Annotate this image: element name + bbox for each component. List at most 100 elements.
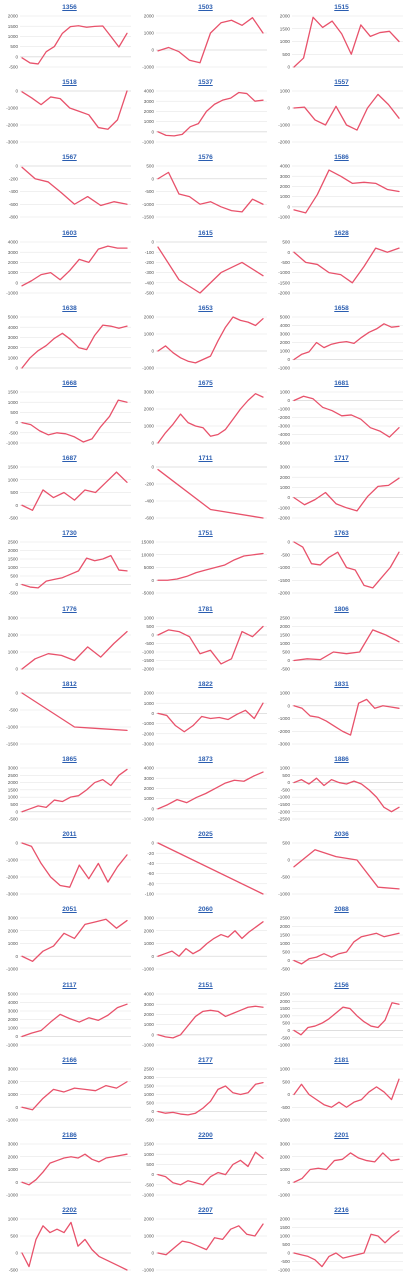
chart-title-link[interactable]: 2207 (198, 1207, 213, 1215)
chart-title-link[interactable]: 1806 (334, 605, 349, 613)
series-line (157, 316, 264, 364)
chart-1831: 1831 1000 0 -1000 -2000 -3000 (274, 680, 407, 751)
chart-title-link[interactable]: 2011 (62, 831, 77, 839)
chart-title-link[interactable]: 2200 (198, 1132, 213, 1139)
chart-title-link[interactable]: 1711 (198, 455, 213, 463)
y-tick-label: -200 (9, 177, 19, 182)
y-tick-label: 1500 (144, 1083, 155, 1088)
y-tick-label: -500 (145, 189, 155, 194)
chart-title-link[interactable]: 1586 (334, 154, 349, 162)
chart-title-link[interactable]: 1557 (334, 79, 349, 87)
y-tick-label: 0 (151, 954, 154, 959)
y-tick-label: 1000 (280, 348, 291, 353)
y-tick-label: -1000 (6, 1117, 18, 1122)
chart-title-link[interactable]: 1356 (62, 4, 77, 11)
chart-title-link[interactable]: 1763 (334, 530, 349, 538)
y-tick-label: 2000 (280, 1217, 291, 1222)
chart-title-link[interactable]: 1615 (198, 229, 213, 237)
chart-title-link[interactable]: 1822 (198, 680, 213, 688)
y-tick-label: 1000 (280, 641, 291, 646)
chart-title-link[interactable]: 2177 (198, 1056, 213, 1064)
series-line (293, 169, 400, 214)
y-tick-label: 1000 (8, 649, 19, 654)
chart-title-link[interactable]: 2060 (198, 906, 213, 914)
chart-title-link[interactable]: 1687 (62, 455, 77, 463)
chart-title-link[interactable]: 1776 (62, 605, 77, 613)
y-tick-label: 0 (15, 954, 18, 959)
chart-title-link[interactable]: 1518 (62, 79, 77, 87)
y-tick-label: 2000 (144, 786, 155, 791)
chart-plot: 2000 1000 0 -1000 (142, 1217, 267, 1273)
chart-plot: 3000 2000 1000 0 (144, 390, 267, 446)
series-line (157, 1151, 264, 1186)
chart-plot: 2500 2000 1500 1000 500 0 -500 (280, 615, 403, 671)
chart-title-link[interactable]: 2117 (62, 981, 77, 989)
chart-title-link[interactable]: 1576 (198, 154, 213, 162)
chart-title-link[interactable]: 2201 (334, 1132, 349, 1139)
chart-title-link[interactable]: 1515 (334, 4, 349, 11)
chart-plot: 1000 0 -1000 -2000 (278, 89, 403, 145)
chart-title-link[interactable]: 2025 (198, 831, 213, 839)
chart-title-link[interactable]: 2151 (198, 981, 213, 989)
chart-title-link[interactable]: 1717 (334, 455, 349, 463)
y-tick-label: -500 (281, 875, 291, 880)
chart-title-link[interactable]: 1638 (62, 304, 77, 312)
chart-plot: 3000 2000 1000 0 -1000 -2000 (278, 465, 403, 521)
y-tick-label: -1000 (142, 1268, 154, 1273)
chart-1806: 1806 2500 2000 1500 1000 500 0 -500 (274, 605, 407, 676)
chart-title-link[interactable]: 1730 (62, 530, 77, 538)
y-tick-label: 2000 (280, 14, 291, 19)
chart-title-link[interactable]: 2051 (62, 906, 77, 914)
chart-title-link[interactable]: 2186 (62, 1132, 77, 1139)
chart-title-link[interactable]: 1503 (198, 4, 213, 11)
chart-title-link[interactable]: 2202 (62, 1207, 77, 1215)
chart-title-link[interactable]: 1675 (198, 380, 213, 387)
chart-title-link[interactable]: 2088 (334, 906, 349, 914)
chart-title-link[interactable]: 2216 (334, 1207, 349, 1215)
chart-title-link[interactable]: 1886 (334, 756, 349, 763)
chart-title-link[interactable]: 1681 (334, 380, 349, 387)
chart-title-link[interactable]: 1628 (334, 229, 349, 237)
chart-title-link[interactable]: 2181 (334, 1056, 349, 1064)
y-tick-label: -80 (147, 882, 154, 887)
y-tick-label: 0 (15, 420, 18, 425)
chart-title-link[interactable]: 1567 (62, 154, 77, 162)
y-tick-label: -1500 (278, 802, 290, 807)
y-tick-label: 500 (10, 802, 18, 807)
chart-title-link[interactable]: 1653 (198, 304, 213, 312)
chart-title-link[interactable]: 2166 (62, 1056, 77, 1064)
y-tick-label: -400 (9, 189, 19, 194)
chart-1717: 1717 3000 2000 1000 0 -1000 -2000 (274, 454, 407, 525)
y-tick-label: 500 (282, 841, 290, 846)
y-tick-label: 2000 (8, 260, 19, 265)
y-tick-label: 2000 (280, 475, 291, 480)
series-line (157, 92, 264, 137)
chart-title-link[interactable]: 1603 (62, 229, 77, 237)
chart-plot: 0 -200 -400 -600 -800 (9, 164, 131, 220)
chart-title-link[interactable]: 1668 (62, 380, 77, 387)
chart-plot: 3000 2000 1000 0 -1000 (6, 916, 131, 972)
y-tick-label: 0 (287, 703, 290, 708)
y-tick-label: 1000 (280, 89, 291, 94)
chart-title-link[interactable]: 1812 (62, 680, 77, 688)
chart-plot: 2500 2000 1500 1000 500 0 -500 (144, 1066, 267, 1122)
chart-title-link[interactable]: 1781 (198, 605, 213, 613)
y-tick-label: 2500 (8, 540, 19, 545)
chart-title-link[interactable]: 1537 (198, 79, 213, 87)
chart-title-link[interactable]: 1658 (334, 304, 349, 312)
chart-plot: 4000 3000 2000 1000 0 -1000 (142, 991, 267, 1047)
chart-title-link[interactable]: 1865 (62, 756, 77, 763)
y-tick-label: 10000 (141, 553, 154, 558)
y-tick-label: 0 (151, 130, 154, 135)
y-tick-label: -1000 (278, 506, 290, 511)
chart-title-link[interactable]: 2156 (334, 981, 349, 989)
y-tick-label: 1000 (8, 795, 19, 800)
chart-title-link[interactable]: 2036 (334, 831, 349, 839)
series-line (21, 919, 128, 963)
chart-title-link[interactable]: 1873 (198, 756, 213, 763)
chart-title-link[interactable]: 1831 (334, 680, 349, 688)
series-line (21, 1080, 128, 1111)
series-line (293, 1152, 400, 1183)
chart-title-link[interactable]: 1751 (198, 530, 213, 538)
chart-plot: 0 -1000 -2000 -3000 (6, 841, 131, 897)
